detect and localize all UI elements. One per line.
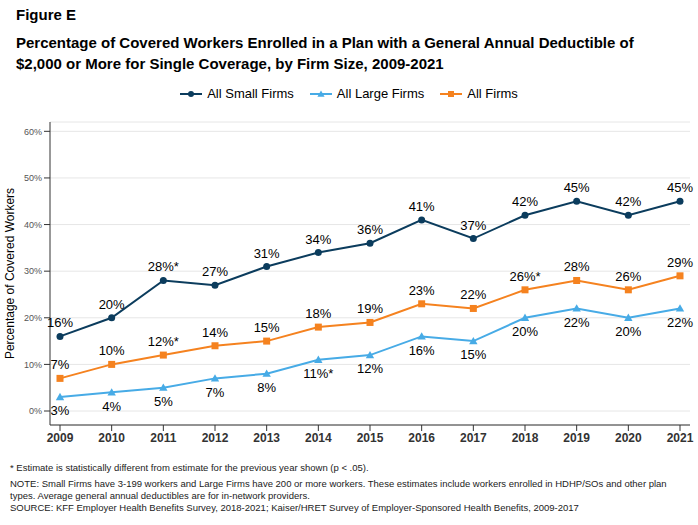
svg-text:2012: 2012 xyxy=(202,431,229,445)
svg-text:22%: 22% xyxy=(460,287,486,302)
svg-text:2009: 2009 xyxy=(47,431,74,445)
svg-text:2016: 2016 xyxy=(408,431,435,445)
svg-text:2017: 2017 xyxy=(460,431,487,445)
svg-text:20%: 20% xyxy=(24,313,42,323)
svg-text:34%: 34% xyxy=(305,232,331,247)
svg-text:12%: 12% xyxy=(357,361,383,376)
svg-text:2014: 2014 xyxy=(305,431,332,445)
svg-text:0%: 0% xyxy=(29,406,42,416)
svg-text:2011: 2011 xyxy=(150,431,176,445)
html-text:Figure E: Figure E xyxy=(16,6,76,23)
svg-text:22%: 22% xyxy=(564,315,590,330)
html-text:SOURCE: KFF Employer Health Be: SOURCE: KFF Employer Health Benefits Sur… xyxy=(10,502,579,513)
svg-text:18%: 18% xyxy=(305,306,331,321)
svg-text:22%: 22% xyxy=(667,315,690,330)
svg-text:26%: 26% xyxy=(615,269,641,284)
svg-text:2010: 2010 xyxy=(98,431,125,445)
svg-text:60%: 60% xyxy=(24,127,42,137)
svg-text:19%: 19% xyxy=(357,301,383,316)
svg-text:10%: 10% xyxy=(24,360,42,370)
svg-text:30%: 30% xyxy=(24,266,42,276)
svg-text:5%: 5% xyxy=(154,394,173,409)
svg-text:37%: 37% xyxy=(460,218,486,233)
svg-text:7%: 7% xyxy=(206,385,225,400)
svg-text:2013: 2013 xyxy=(253,431,280,445)
svg-text:7%: 7% xyxy=(51,357,70,372)
svg-text:26%*: 26%* xyxy=(509,269,540,284)
svg-text:41%: 41% xyxy=(409,199,435,214)
svg-text:11%*: 11%* xyxy=(303,366,333,381)
svg-text:3%: 3% xyxy=(51,403,70,418)
svg-text:36%: 36% xyxy=(357,222,383,237)
html-text:All Small Firms: All Small Firms xyxy=(207,86,294,101)
svg-text:2018: 2018 xyxy=(512,431,539,445)
html-text:All Firms: All Firms xyxy=(467,86,518,101)
svg-text:20%: 20% xyxy=(99,297,125,312)
svg-text:14%: 14% xyxy=(202,325,228,340)
html-text:All Large Firms: All Large Firms xyxy=(336,86,425,101)
svg-text:20%: 20% xyxy=(512,324,538,339)
svg-text:Percentage of Covered Workers: Percentage of Covered Workers xyxy=(8,188,17,359)
svg-text:40%: 40% xyxy=(24,220,42,230)
html-text:* Estimate is statistically di: * Estimate is statistically different fr… xyxy=(10,462,369,473)
svg-text:4%: 4% xyxy=(102,399,121,414)
svg-text:2015: 2015 xyxy=(357,431,384,445)
svg-text:10%: 10% xyxy=(99,343,125,358)
svg-text:28%*: 28%* xyxy=(148,259,179,274)
svg-text:15%: 15% xyxy=(460,347,486,362)
svg-text:27%: 27% xyxy=(202,264,228,279)
svg-text:45%: 45% xyxy=(667,180,690,195)
html-text:Percentage of Covered Workers: Percentage of Covered Workers Enrolled i… xyxy=(16,34,634,72)
svg-text:2019: 2019 xyxy=(563,431,590,445)
svg-text:50%: 50% xyxy=(24,173,42,183)
html-text:NOTE: Small Firms have 3-199 w: NOTE: Small Firms have 3-199 workers and… xyxy=(10,478,667,501)
svg-text:15%: 15% xyxy=(254,320,280,335)
svg-text:31%: 31% xyxy=(254,246,280,261)
svg-text:23%: 23% xyxy=(409,283,435,298)
svg-text:42%: 42% xyxy=(512,194,538,209)
svg-text:2021: 2021 xyxy=(667,431,690,445)
svg-text:29%: 29% xyxy=(667,255,690,270)
svg-text:16%: 16% xyxy=(409,343,435,358)
svg-text:42%: 42% xyxy=(615,194,641,209)
svg-text:20%: 20% xyxy=(615,324,641,339)
svg-text:28%: 28% xyxy=(564,259,590,274)
svg-text:2020: 2020 xyxy=(615,431,642,445)
svg-text:12%*: 12%* xyxy=(148,334,179,349)
svg-text:8%: 8% xyxy=(257,380,276,395)
svg-text:45%: 45% xyxy=(564,180,590,195)
svg-text:16%: 16% xyxy=(47,315,73,330)
